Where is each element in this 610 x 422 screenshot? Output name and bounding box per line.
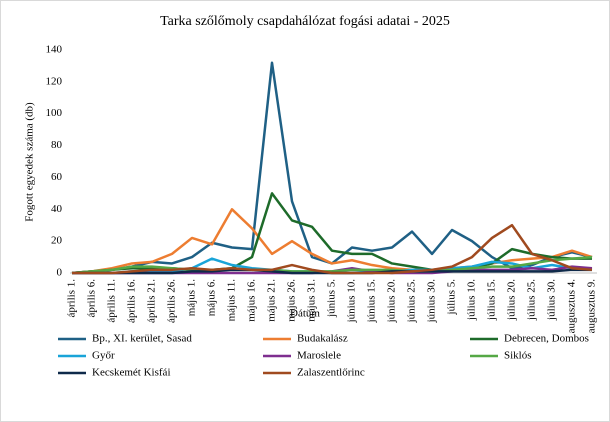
x-tick-label: július 15. bbox=[486, 279, 498, 321]
legend-label: Bp., XI. kerület, Sasad bbox=[92, 333, 192, 345]
legend-label: Siklós bbox=[504, 350, 532, 362]
legend-label: Budakalász bbox=[297, 333, 348, 345]
x-tick-label: április 21. bbox=[146, 279, 158, 323]
x-tick-label: április 16. bbox=[126, 279, 138, 323]
x-tick-label: április 26. bbox=[166, 279, 178, 323]
x-tick-label: július 10. bbox=[466, 279, 478, 321]
x-tick-label: augusztus 4. bbox=[566, 279, 578, 334]
y-tick-label: 60 bbox=[51, 171, 63, 183]
x-tick-label: május 26. bbox=[286, 279, 298, 322]
x-tick-label: május 6. bbox=[206, 279, 218, 317]
x-tick-label: május 31. bbox=[306, 279, 318, 322]
x-tick-label: április 11. bbox=[106, 279, 118, 323]
x-tick-label: április 6. bbox=[86, 279, 98, 318]
legend-label: Győr bbox=[92, 350, 115, 362]
x-tick-label: július 30. bbox=[546, 279, 558, 321]
x-tick-label: augusztus 9. bbox=[586, 279, 598, 334]
x-tick-label: június 20. bbox=[386, 279, 398, 324]
x-tick-label: június 5. bbox=[326, 279, 338, 318]
x-tick-label: május 11. bbox=[226, 279, 238, 322]
data-line bbox=[71, 255, 593, 275]
y-tick-label: 40 bbox=[51, 203, 63, 215]
x-tick-label: április 1. bbox=[66, 279, 78, 318]
chart-title: Tarka szőlőmoly csapdahálózat fogási ada… bbox=[160, 14, 450, 29]
x-tick-label: június 30. bbox=[426, 279, 438, 324]
y-tick-label: 20 bbox=[51, 235, 63, 247]
x-tick-label: május 1. bbox=[186, 279, 198, 317]
x-tick-label: május 21. bbox=[266, 279, 278, 322]
y-tick-label: 140 bbox=[46, 44, 63, 56]
y-tick-label: 0 bbox=[57, 267, 63, 279]
data-line bbox=[72, 223, 593, 275]
x-tick-label: június 15. bbox=[366, 279, 378, 324]
x-tick-label: június 10. bbox=[346, 279, 358, 324]
legend-label: Maroslele bbox=[297, 350, 341, 362]
y-tick-label: 120 bbox=[46, 75, 63, 87]
legend-label: Debrecen, Dombos bbox=[504, 333, 589, 345]
y-tick-label: 100 bbox=[46, 107, 63, 119]
legend-label: Zalaszentlőrinc bbox=[297, 367, 365, 379]
data-line bbox=[71, 208, 593, 275]
x-tick-label: június 25. bbox=[406, 279, 418, 324]
y-tick-label: 80 bbox=[51, 139, 63, 151]
y-axis-label: Fogott egyedek száma (db) bbox=[24, 102, 36, 222]
x-axis-label: Dátum bbox=[290, 308, 320, 320]
x-tick-label: május 16. bbox=[246, 279, 258, 322]
x-tick-label: július 5. bbox=[446, 279, 458, 316]
legend-label: Kecskemét Kisfái bbox=[92, 367, 171, 379]
x-tick-label: július 20. bbox=[506, 279, 518, 321]
x-tick-label: július 25. bbox=[526, 279, 538, 321]
